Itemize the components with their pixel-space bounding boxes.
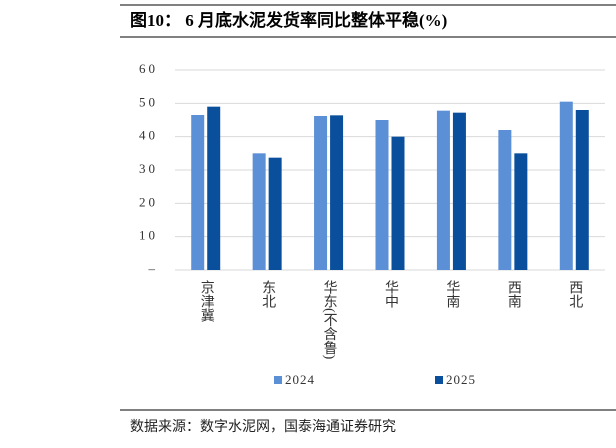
y-tick-label: 20	[139, 194, 158, 209]
y-tick-label: 60	[139, 61, 158, 76]
bar	[330, 115, 344, 270]
bar	[268, 157, 282, 270]
x-tick-label: 西北	[567, 280, 583, 308]
bar	[452, 112, 466, 271]
bar	[498, 130, 512, 270]
y-tick-label: 30	[139, 161, 158, 176]
bar	[314, 116, 328, 270]
x-tick-label: 京津冀	[198, 280, 214, 322]
y-tick-label: –	[148, 261, 159, 276]
legend-label: 2024	[285, 372, 315, 387]
legend-swatch	[274, 376, 282, 384]
bar	[514, 153, 528, 270]
bar	[436, 110, 450, 271]
y-tick-label: 40	[139, 128, 158, 143]
x-tick-label: 西南	[505, 280, 521, 308]
x-tick-label: 华东(不含鲁)	[321, 280, 337, 360]
source: 数据来源：数字水泥网，国泰海通证券研究	[130, 419, 396, 435]
bar	[575, 110, 589, 270]
y-tick-label: 50	[139, 94, 158, 109]
bar	[559, 101, 573, 271]
x-tick-label: 华南	[444, 280, 460, 308]
x-tick-label: 华中	[383, 280, 398, 308]
legend-label: 2025	[446, 372, 476, 387]
bar	[252, 153, 266, 270]
bar	[375, 120, 389, 270]
bar	[191, 115, 205, 270]
bar	[391, 136, 405, 270]
legend-swatch	[435, 376, 443, 384]
x-tick-label: 东北	[260, 280, 276, 308]
chart-title: 图10： 6 月底水泥发货率同比整体平稳(%)	[130, 10, 447, 30]
y-tick-label: 10	[139, 228, 158, 243]
bar	[207, 106, 221, 271]
